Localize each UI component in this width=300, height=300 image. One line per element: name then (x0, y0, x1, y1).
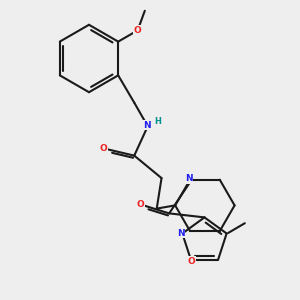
Text: O: O (136, 200, 144, 209)
Text: N: N (185, 174, 193, 183)
Text: O: O (188, 256, 196, 266)
Text: O: O (134, 26, 142, 35)
Text: O: O (100, 144, 108, 153)
Text: N: N (143, 121, 151, 130)
Text: H: H (154, 117, 161, 126)
Text: N: N (177, 229, 184, 238)
